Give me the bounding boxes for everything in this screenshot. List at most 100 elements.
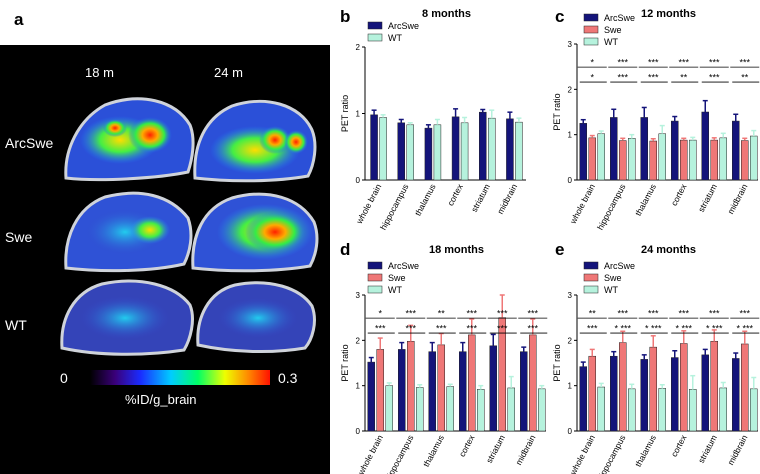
significance-lower: * *** [736, 324, 753, 334]
legend-label: Swe [388, 273, 406, 283]
category-label: striatum [696, 433, 719, 464]
significance-upper: *** [617, 309, 628, 319]
chart-panel-b: b 8 months 0 1 2 PET ratio whole brainhippocam… [340, 7, 526, 232]
y-tick-label: 1 [356, 382, 361, 391]
y-tick-label: 2 [568, 336, 573, 345]
bar [649, 346, 657, 432]
bar [719, 387, 727, 432]
y-tick-label: 1 [568, 382, 573, 391]
significance-lower: *** [466, 324, 477, 334]
legend-label: WT [604, 285, 618, 295]
bar [468, 334, 476, 432]
category-label: midbrain [513, 433, 537, 467]
bar [398, 349, 406, 432]
y-tick-label: 3 [356, 291, 361, 300]
bar [506, 118, 514, 181]
bar [741, 343, 749, 432]
y-tick-label: 0 [568, 427, 573, 436]
significance-upper: *** [466, 309, 477, 319]
category-label: whole brain [354, 182, 384, 226]
panel-letter: e [555, 240, 564, 259]
bar [367, 361, 375, 432]
brain-scan-swe-24m [191, 192, 319, 273]
y-tick-label: 1 [568, 131, 573, 140]
bar [671, 357, 679, 432]
bar [433, 124, 442, 181]
significance-upper: *** [709, 58, 720, 68]
bar [741, 140, 749, 181]
significance-upper: *** [739, 309, 750, 319]
significance-upper: *** [678, 58, 689, 68]
bar [689, 139, 697, 181]
significance-lower: * [590, 73, 594, 83]
y-axis-label: PET ratio [340, 95, 350, 132]
legend-label: ArcSwe [388, 261, 419, 271]
category-label: hippocampus [378, 182, 411, 231]
bar [610, 117, 618, 181]
legend-swatch [367, 21, 383, 30]
bar [640, 359, 648, 432]
brain-scan-arcswe-24m [193, 99, 317, 183]
brain-scan-wt-24m [196, 281, 316, 354]
bar [498, 317, 506, 432]
bar [428, 351, 436, 432]
legend-swatch [583, 273, 599, 282]
y-axis-label: PET ratio [552, 93, 562, 130]
bar [619, 140, 627, 181]
legend-label: WT [388, 33, 402, 43]
colorbar-min-label: 0 [60, 370, 68, 386]
significance-upper: * [378, 309, 382, 319]
bar [488, 117, 496, 181]
bar [597, 386, 605, 432]
y-tick-label: 2 [568, 85, 573, 94]
panel-letter: c [555, 7, 564, 26]
bar [597, 133, 605, 181]
bar [376, 349, 384, 432]
category-label: whole brain [355, 433, 385, 474]
significance-upper: *** [678, 309, 689, 319]
bar [719, 137, 727, 181]
legend-label: Swe [604, 25, 622, 35]
bar [451, 116, 460, 181]
category-label: striatum [469, 182, 492, 213]
significance-lower: *** [405, 324, 416, 334]
bar [710, 139, 718, 181]
y-tick-label: 2 [356, 336, 361, 345]
category-label: striatum [696, 182, 719, 213]
y-axis-label: PET ratio [340, 344, 350, 381]
category-label: midbrain [725, 433, 749, 467]
bar [619, 342, 627, 432]
bar [460, 122, 469, 181]
category-label: hippocampus [595, 433, 628, 474]
y-tick-label: 1 [356, 110, 361, 119]
significance-lower: *** [527, 324, 538, 334]
bar [507, 387, 515, 432]
bar [588, 355, 596, 432]
brain-scan-arcswe-18m [64, 97, 195, 182]
y-tick-label: 2 [356, 43, 361, 52]
significance-upper: ** [589, 309, 597, 319]
bar [479, 111, 487, 181]
legend-label: WT [604, 37, 618, 47]
column-label-24m: 24 m [214, 65, 243, 80]
bar [520, 351, 528, 432]
significance-upper: *** [709, 309, 720, 319]
significance-upper: *** [617, 58, 628, 68]
category-label: midbrain [725, 182, 749, 216]
y-tick-label: 3 [568, 40, 573, 49]
chart-title: 12 months [641, 8, 696, 20]
bar [689, 389, 697, 432]
category-label: hippocampus [595, 182, 628, 231]
significance-upper: *** [405, 309, 416, 319]
category-label: thalamus [633, 433, 658, 468]
significance-upper: *** [527, 309, 538, 319]
legend-swatch [367, 285, 383, 294]
category-label: whole brain [567, 182, 597, 226]
bar [732, 358, 740, 432]
category-label: thalamus [421, 433, 446, 468]
y-tick-label: 0 [568, 176, 573, 185]
legend-swatch [367, 273, 383, 282]
category-label: striatum [484, 433, 507, 464]
bar [489, 345, 497, 432]
bar [732, 120, 740, 181]
